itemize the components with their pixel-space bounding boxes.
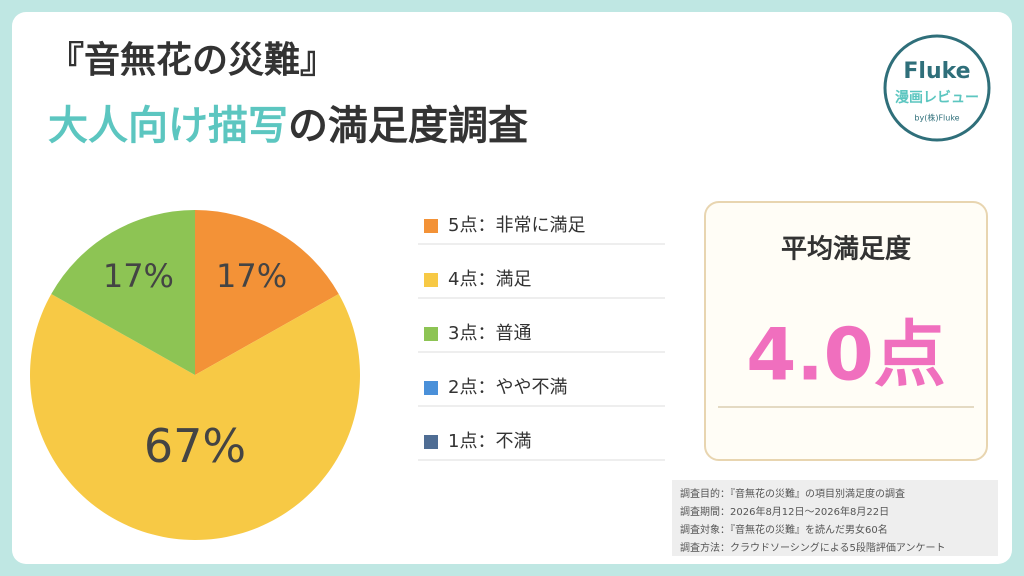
summary-box bbox=[704, 201, 988, 461]
legend-swatch bbox=[424, 435, 438, 449]
legend-label: 2点：やや不満 bbox=[448, 377, 567, 398]
logo-by: by(株)Fluke bbox=[914, 113, 959, 123]
note: 調査期間：2026年8月12日〜2026年8月22日 bbox=[680, 505, 889, 518]
summary-label: 平均満足度 bbox=[781, 234, 911, 265]
logo-subtitle: 漫画レビュー bbox=[895, 89, 979, 106]
title: 大人向け描写の満足度調査 bbox=[48, 103, 528, 149]
title: 『音無花の災難』 bbox=[48, 40, 336, 81]
legend-label: 3点：普通 bbox=[448, 323, 531, 344]
note: 調査対象：『音無花の災難』を読んだ男女60名 bbox=[680, 523, 888, 536]
legend-label: 5点：非常に満足 bbox=[448, 215, 585, 236]
pie-slice bbox=[30, 293, 360, 540]
legend-swatch bbox=[424, 219, 438, 233]
pie-slice bbox=[195, 210, 339, 375]
data-label: 17% bbox=[216, 257, 287, 295]
legend-label: 1点：不満 bbox=[448, 431, 531, 452]
logo-circle bbox=[883, 34, 991, 142]
note: 調査方法：クラウドソーシングによる5段階評価アンケート bbox=[680, 541, 945, 554]
legend-swatch bbox=[424, 381, 438, 395]
summary-value: 4.0点 bbox=[746, 313, 946, 397]
logo-name: Fluke bbox=[903, 59, 970, 84]
data-label: 67% bbox=[144, 419, 246, 473]
notes-box bbox=[672, 480, 998, 556]
data-label: 17% bbox=[103, 257, 174, 295]
title-rest: の満足度調査 bbox=[288, 103, 528, 149]
legend-swatch bbox=[424, 273, 438, 287]
pie-slice bbox=[51, 210, 196, 375]
note: 調査目的：『音無花の災難』の項目別満足度の調査 bbox=[680, 487, 905, 500]
legend-label: 4点：満足 bbox=[448, 269, 531, 290]
legend-swatch bbox=[424, 327, 438, 341]
title-highlight: 大人向け描写 bbox=[48, 103, 288, 149]
